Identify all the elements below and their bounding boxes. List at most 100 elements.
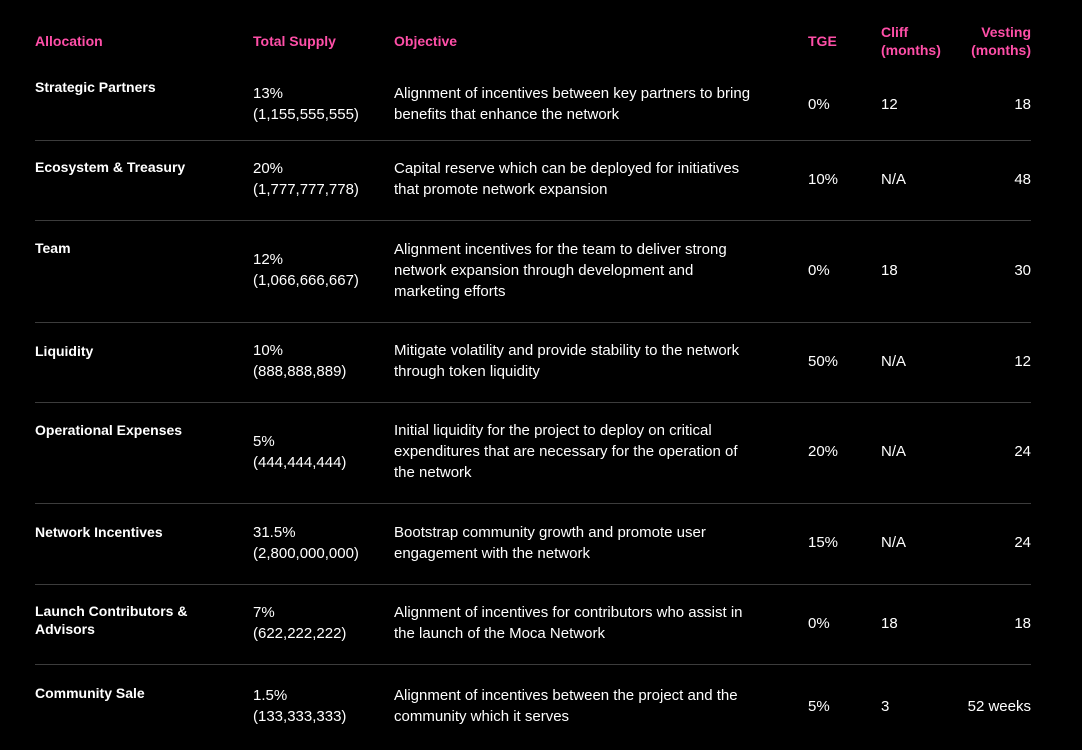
header-cliff-line1: Cliff xyxy=(881,24,909,40)
allocation-name-line: Strategic Partners xyxy=(35,79,156,95)
cliff-value-line: N/A xyxy=(881,534,907,551)
vesting-value: 24 xyxy=(931,532,1031,553)
total-supply: 13% (1,155,555,555) xyxy=(253,83,359,125)
total-supply-line: 5% xyxy=(253,433,275,450)
allocation-name-line: Advisors xyxy=(35,621,95,637)
objective-line: benefits that enhance the network xyxy=(394,106,620,123)
cliff-value: 12 xyxy=(881,94,898,115)
objective-line: engagement with the network xyxy=(394,545,590,562)
table-row: Liquidity 10% (888,888,889) Mitigate volati… xyxy=(35,322,1031,403)
cliff-value: 18 xyxy=(881,260,898,281)
total-supply-line: (622,222,222) xyxy=(253,625,347,642)
objective-line: Alignment of incentives for contributors… xyxy=(394,604,743,621)
allocation-name-line: Team xyxy=(35,240,71,256)
total-supply: 20% (1,777,777,778) xyxy=(253,158,359,200)
allocation-name-line: Ecosystem & Treasury xyxy=(35,159,186,175)
allocation-name-line: Community Sale xyxy=(35,685,145,701)
cliff-value-line: N/A xyxy=(881,443,907,460)
cliff-value-line: 3 xyxy=(881,698,890,715)
cliff-value: N/A xyxy=(881,441,906,462)
vesting-value: 48 xyxy=(931,169,1031,190)
objective-line: Capital reserve which can be deployed fo… xyxy=(394,160,740,177)
cliff-value: N/A xyxy=(881,351,906,372)
tge-value-line: 0% xyxy=(808,615,830,632)
total-supply-line: (2,800,000,000) xyxy=(253,545,359,562)
total-supply: 1.5% (133,333,333) xyxy=(253,685,346,727)
objective-line: Bootstrap community growth and promote u… xyxy=(394,524,706,541)
tge-value: 50% xyxy=(808,351,838,372)
total-supply-line: (1,066,666,667) xyxy=(253,272,359,289)
objective-line: network expansion through development an… xyxy=(394,262,694,279)
cliff-value-line: N/A xyxy=(881,353,907,370)
table-row: Community Sale 1.5% (133,333,333) Alignment… xyxy=(35,664,1031,750)
objective: Bootstrap community growth and promote u… xyxy=(394,522,706,564)
allocation-name: Team xyxy=(35,239,71,257)
objective-line: community which it serves xyxy=(394,708,570,725)
cliff-value: N/A xyxy=(881,169,906,190)
allocation-name-line: Launch Contributors & xyxy=(35,603,188,619)
tge-value: 0% xyxy=(808,260,830,281)
tge-value: 5% xyxy=(808,696,830,717)
total-supply-line: (1,155,555,555) xyxy=(253,106,359,123)
total-supply-line: (1,777,777,778) xyxy=(253,181,359,198)
cliff-value: N/A xyxy=(881,532,906,553)
cliff-value: 18 xyxy=(881,613,898,634)
vesting-value-line: 18 xyxy=(1014,615,1031,632)
table-row: Operational Expenses 5% (444,444,444) Initi… xyxy=(35,402,1031,504)
total-supply-line: (888,888,889) xyxy=(253,363,347,380)
tge-value-line: 10% xyxy=(808,171,839,188)
total-supply: 31.5% (2,800,000,000) xyxy=(253,522,359,564)
total-supply-line: 7% xyxy=(253,604,275,621)
header-cliff-line2: (months) xyxy=(881,42,941,58)
vesting-value-line: 24 xyxy=(1014,443,1031,460)
allocation-name: Operational Expenses xyxy=(35,421,182,439)
tge-value: 0% xyxy=(808,613,830,634)
vesting-value-line: 24 xyxy=(1014,534,1031,551)
objective-line: through token liquidity xyxy=(394,363,540,380)
objective-line: Alignment of incentives between the proj… xyxy=(394,687,738,704)
objective: Mitigate volatility and provide stabilit… xyxy=(394,340,739,382)
tge-value: 10% xyxy=(808,169,838,190)
allocation-name-line: Liquidity xyxy=(35,343,94,359)
table-row: Ecosystem & Treasury 20% (1,777,777,778) Ca… xyxy=(35,140,1031,221)
vesting-value: 52 weeks xyxy=(931,696,1031,717)
header-tge: TGE xyxy=(808,33,837,49)
vesting-value-line: 52 weeks xyxy=(967,698,1031,715)
header-objective: Objective xyxy=(394,33,458,49)
cliff-value-line: 18 xyxy=(881,262,898,279)
objective-line: the network xyxy=(394,464,472,481)
total-supply-line: (444,444,444) xyxy=(253,454,347,471)
header-cliff: Cliff (months) xyxy=(881,23,941,59)
header-total-supply: Total Supply xyxy=(253,33,336,49)
vesting-value-line: 12 xyxy=(1014,353,1031,370)
vesting-value: 24 xyxy=(931,441,1031,462)
vesting-value: 18 xyxy=(931,94,1031,115)
tge-value: 20% xyxy=(808,441,838,462)
objective: Alignment of incentives between the proj… xyxy=(394,685,738,727)
header-vesting-line1: Vesting xyxy=(981,24,1031,40)
objective-line: the launch of the Moca Network xyxy=(394,625,605,642)
total-supply-line: 20% xyxy=(253,160,284,177)
allocation-name: Strategic Partners xyxy=(35,78,156,96)
table-row: Network Incentives 31.5% (2,800,000,000) Bo… xyxy=(35,503,1031,585)
tge-value: 15% xyxy=(808,532,838,553)
header-vesting-line2: (months) xyxy=(971,42,1031,58)
cliff-value-line: 12 xyxy=(881,96,898,113)
total-supply-line: 31.5% xyxy=(253,524,296,541)
total-supply-line: 10% xyxy=(253,342,284,359)
header-vesting: Vesting (months) xyxy=(950,23,1031,59)
total-supply-line: 1.5% xyxy=(253,687,288,704)
objective-line: Alignment incentives for the team to del… xyxy=(394,241,727,258)
objective-line: Initial liquidity for the project to dep… xyxy=(394,422,712,439)
vesting-value-line: 30 xyxy=(1014,262,1031,279)
objective-line: marketing efforts xyxy=(394,283,506,300)
tge-value: 0% xyxy=(808,94,830,115)
tge-value-line: 20% xyxy=(808,443,839,460)
objective: Initial liquidity for the project to dep… xyxy=(394,420,738,483)
cliff-value-line: N/A xyxy=(881,171,907,188)
vesting-value-line: 48 xyxy=(1014,171,1031,188)
objective-line: Mitigate volatility and provide stabilit… xyxy=(394,342,740,359)
total-supply-line: 12% xyxy=(253,251,284,268)
total-supply: 7% (622,222,222) xyxy=(253,602,346,644)
